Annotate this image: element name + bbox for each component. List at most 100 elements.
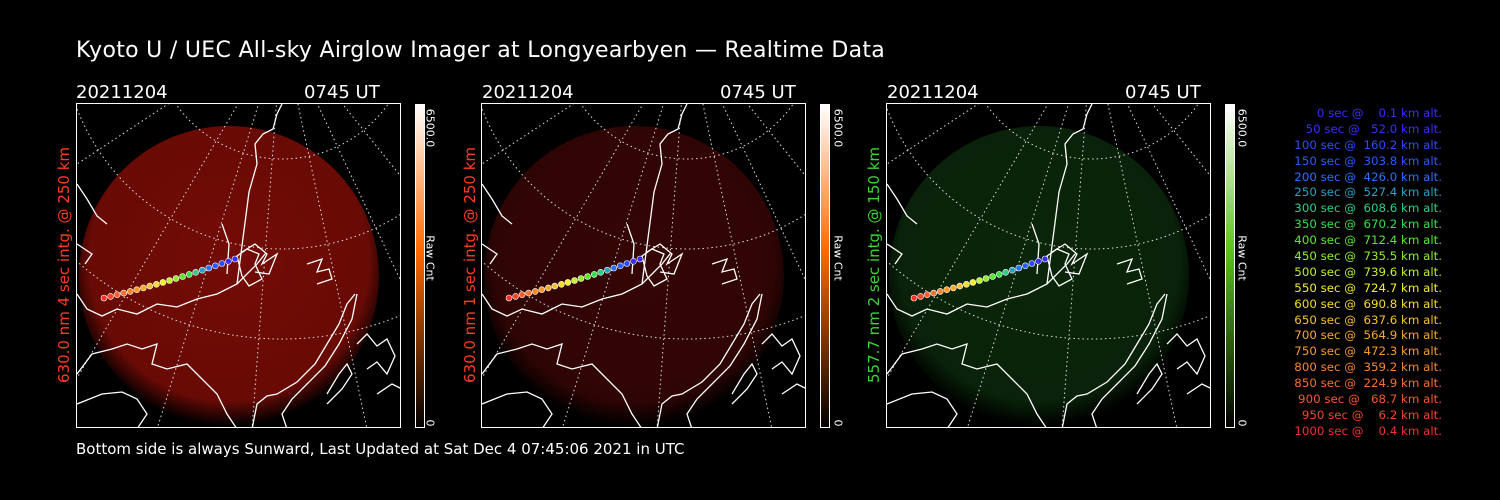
panel-2-time: 0745 UT xyxy=(720,82,796,103)
legend-row: 150 sec @ 303.8 km alt. xyxy=(1290,153,1442,168)
trajectory-point xyxy=(100,294,108,302)
trajectory-point xyxy=(976,277,983,284)
panel-3-time: 0745 UT xyxy=(1125,82,1201,103)
panel-2-date: 20211204 xyxy=(482,82,574,103)
trajectory-point xyxy=(950,284,957,292)
trajectory-point xyxy=(1035,258,1042,265)
legend-row: 300 sec @ 608.6 km alt. xyxy=(1290,201,1442,216)
airglow-disk xyxy=(484,126,784,426)
trajectory-point xyxy=(140,284,147,292)
trajectory-point xyxy=(1022,262,1029,270)
trajectory-point xyxy=(989,273,996,280)
panel-1-date: 20211204 xyxy=(76,82,168,103)
trajectory-point xyxy=(917,293,924,300)
trajectory-point xyxy=(910,294,918,302)
panel-1-time: 0745 UT xyxy=(304,82,380,103)
trajectory-point xyxy=(636,255,644,263)
trajectory-point xyxy=(1028,260,1036,267)
trajectory-point xyxy=(571,277,578,284)
trajectory-point xyxy=(982,275,990,282)
legend-row: 700 sec @ 564.9 km alt. xyxy=(1290,328,1442,343)
trajectory-point xyxy=(630,258,637,265)
trajectory-point xyxy=(231,255,239,263)
trajectory-point xyxy=(604,266,611,274)
trajectory-point xyxy=(153,281,160,288)
panel-1-colorbar-max: 6500.0 xyxy=(423,108,437,148)
trajectory-point xyxy=(199,266,206,274)
airglow-disk xyxy=(889,126,1189,426)
trajectory-point xyxy=(538,286,546,293)
trajectory-point xyxy=(512,293,519,300)
panel-2-colorbar-max: 6500.0 xyxy=(831,108,845,148)
coordinate-grid xyxy=(482,104,805,427)
coastlines xyxy=(482,104,805,427)
airglow-disk xyxy=(79,126,379,426)
trajectory-point xyxy=(212,262,219,270)
trajectory-point xyxy=(518,291,526,298)
panel-2-colorbar-label: Raw Cnt xyxy=(831,235,845,281)
trajectory-point xyxy=(525,289,533,297)
coordinate-grid xyxy=(77,104,400,427)
legend-row: 750 sec @ 472.3 km alt. xyxy=(1290,344,1442,359)
panel-3-image xyxy=(886,103,1211,428)
trajectory-point xyxy=(1002,269,1009,276)
trajectory-point xyxy=(1009,266,1016,274)
coordinate-grid xyxy=(887,104,1210,427)
trajectory-point xyxy=(1041,255,1049,263)
trajectory-point xyxy=(936,288,944,295)
legend-row: 50 sec @ 52.0 km alt. xyxy=(1298,121,1442,136)
legend-row: 200 sec @ 426.0 km alt. xyxy=(1290,169,1442,184)
coastlines xyxy=(887,104,1210,427)
page-title: Kyoto U / UEC All-sky Airglow Imager at … xyxy=(76,38,886,63)
panel-3-map xyxy=(887,104,1210,427)
panel-3-colorbar xyxy=(1225,104,1235,428)
panel-3-colorbar-label: Raw Cnt xyxy=(1235,235,1249,281)
legend-row: 800 sec @ 359.2 km alt. xyxy=(1290,360,1442,375)
legend-row: 350 sec @ 670.2 km alt. xyxy=(1290,217,1442,232)
trajectory-point xyxy=(120,289,128,297)
trajectory-point xyxy=(617,262,624,270)
panel-1-ylabel: 630.0 nm 4 sec intg. @ 250 km xyxy=(55,146,73,384)
legend-row: 400 sec @ 712.4 km alt. xyxy=(1290,233,1442,248)
trajectory-point xyxy=(107,293,114,300)
trajectory-point xyxy=(545,284,552,292)
trajectory-point xyxy=(551,282,559,290)
trajectory-point xyxy=(923,291,931,298)
trajectory-point xyxy=(166,277,173,284)
trajectory-point xyxy=(185,271,193,278)
panel-1-colorbar-label: Raw Cnt xyxy=(423,235,437,281)
trajectory-point xyxy=(133,286,141,293)
panel-3-date: 20211204 xyxy=(887,82,979,103)
trajectory-point xyxy=(505,294,513,302)
trajectory-point xyxy=(969,279,977,286)
panel-3-ylabel: 557.7 nm 2 sec intg. @ 150 km xyxy=(865,146,883,384)
panel-3-colorbar-max: 6500.0 xyxy=(1235,108,1249,148)
legend-row: 550 sec @ 724.7 km alt. xyxy=(1290,280,1442,295)
panel-3-colorbar-min: 0 xyxy=(1235,419,1249,427)
trajectory-point xyxy=(192,269,199,276)
trajectory-point xyxy=(956,282,964,290)
legend-row: 0 sec @ 0.1 km alt. xyxy=(1305,106,1442,120)
trajectory-point xyxy=(564,279,572,286)
panel-1-image xyxy=(76,103,401,428)
legend-row: 450 sec @ 735.5 km alt. xyxy=(1290,249,1442,264)
trajectory-legend: 0 sec @ 0.1 km alt. 50 sec @ 52.0 km alt… xyxy=(1262,106,1442,440)
rocket-trajectory xyxy=(100,255,239,302)
panel-2-image xyxy=(481,103,806,428)
trajectory-point xyxy=(1015,264,1023,272)
panel-1-colorbar xyxy=(415,104,425,428)
trajectory-point xyxy=(623,260,631,267)
legend-row: 650 sec @ 637.6 km alt. xyxy=(1290,312,1442,327)
footer-note: Bottom side is always Sunward, Last Upda… xyxy=(76,440,685,458)
legend-row: 900 sec @ 68.7 km alt. xyxy=(1294,392,1442,407)
trajectory-point xyxy=(218,260,226,267)
trajectory-point xyxy=(963,281,970,288)
panel-1-colorbar-min: 0 xyxy=(423,419,437,427)
panel-2-ylabel: 630.0 nm 1 sec intg. @ 250 km xyxy=(461,146,479,384)
trajectory-point xyxy=(590,271,598,278)
trajectory-point xyxy=(930,289,938,297)
trajectory-point xyxy=(172,275,180,282)
trajectory-point xyxy=(943,286,951,293)
rocket-trajectory xyxy=(910,255,1049,302)
trajectory-point xyxy=(126,288,134,295)
